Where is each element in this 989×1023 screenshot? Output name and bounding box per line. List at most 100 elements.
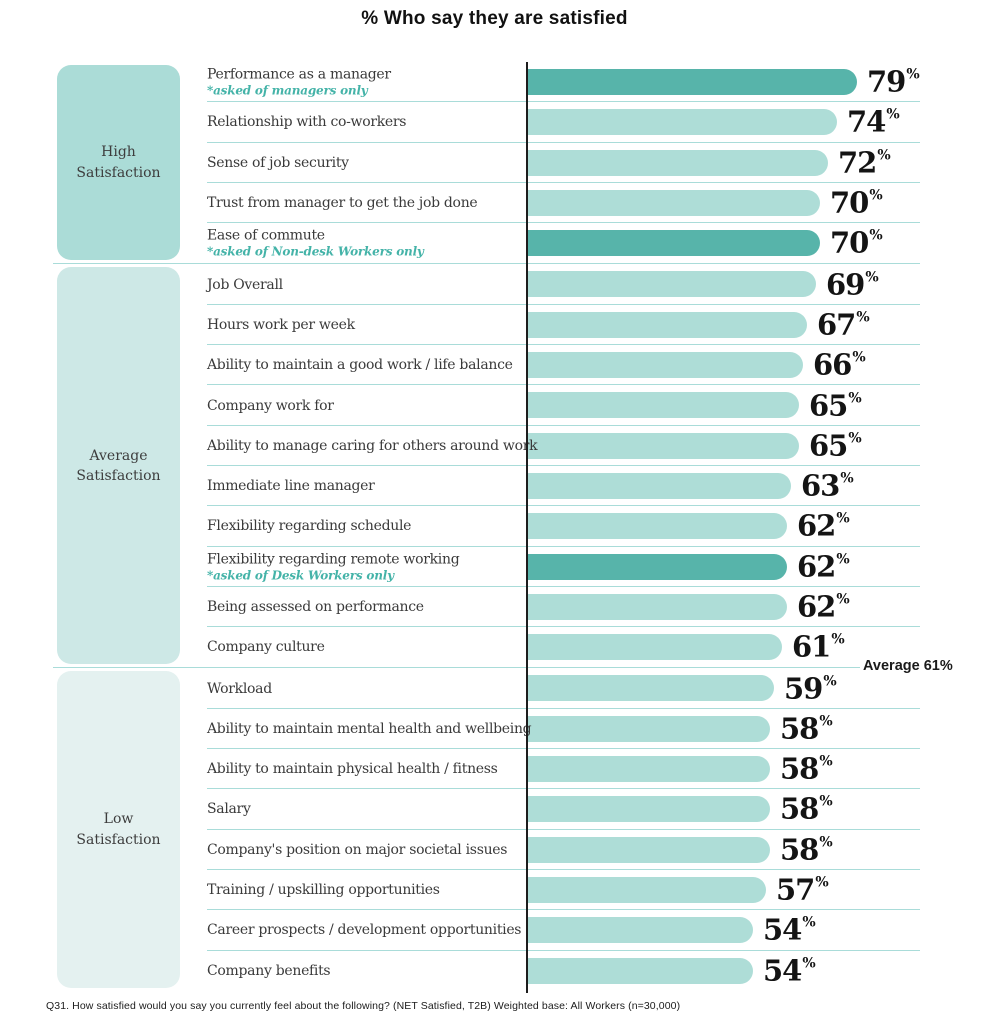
row-label: Ability to maintain mental health and we… <box>207 720 532 737</box>
bar-value: 59% <box>784 674 837 703</box>
bar-value: 74% <box>847 104 900 139</box>
value-bar <box>528 796 770 823</box>
bar-value: 58% <box>780 835 833 864</box>
value-bar <box>528 836 770 863</box>
value-bar <box>528 957 753 984</box>
percent-sign: % <box>815 874 829 891</box>
chart-row: Ability to maintain mental health and we… <box>53 709 920 750</box>
bar-value: 70% <box>830 227 883 258</box>
bar-value: 54% <box>763 915 816 945</box>
bar-value: 63% <box>801 470 854 501</box>
value-bar <box>528 513 787 540</box>
value-bar <box>528 634 782 661</box>
percent-sign: % <box>869 187 883 204</box>
percent-sign: % <box>836 551 850 568</box>
chart-body: High Satisfaction Performance as a manage… <box>53 62 953 993</box>
bar-value: 58% <box>780 751 833 786</box>
section-divider: Average 61% <box>53 658 953 674</box>
row-label-wrap: Ability to maintain mental health and we… <box>207 720 532 737</box>
bar-value-number: 69 <box>826 267 865 302</box>
row-note: *asked of managers only <box>207 83 368 98</box>
row-label: Job Overall <box>207 276 283 293</box>
percent-sign: % <box>802 955 816 972</box>
row-label-wrap: Workload <box>207 681 525 697</box>
bar-value-number: 65 <box>809 388 848 423</box>
percent-sign: % <box>836 510 850 527</box>
row-label: Ability to maintain a good work / life b… <box>207 357 513 374</box>
row-label: Ability to manage caring for others arou… <box>207 437 538 454</box>
percent-sign: % <box>848 430 862 447</box>
row-label-wrap: Salary <box>207 801 525 817</box>
section-high: High Satisfaction Performance as a manage… <box>53 62 920 263</box>
percent-sign: % <box>819 753 833 770</box>
chart-row: Workload 59% <box>53 668 920 710</box>
bar-value-number: 58 <box>780 751 819 786</box>
chart-row: Ability to manage caring for others arou… <box>53 426 920 467</box>
bar-value: 58% <box>780 714 833 743</box>
bar-value-number: 65 <box>809 428 848 463</box>
value-bar <box>528 189 820 216</box>
value-bar <box>528 109 837 136</box>
bar-value: 61% <box>792 629 845 664</box>
row-label-wrap: Training / upskilling opportunities <box>207 882 525 898</box>
value-bar <box>528 69 857 95</box>
percent-sign: % <box>865 269 879 286</box>
bar-value: 72% <box>838 148 891 177</box>
percent-sign: % <box>886 106 900 123</box>
percent-sign: % <box>840 470 854 487</box>
chart-row: Sense of job security 72% <box>53 143 920 184</box>
bar-value-number: 59 <box>784 671 823 706</box>
chart-row: Company's position on major societal iss… <box>53 830 920 871</box>
value-bar <box>528 715 770 742</box>
bar-value-number: 74 <box>847 104 886 139</box>
percent-sign: % <box>836 591 850 608</box>
bar-value: 66% <box>813 350 866 380</box>
row-label: Career prospects / development opportuni… <box>207 922 522 939</box>
percent-sign: % <box>819 834 833 851</box>
bar-value: 67% <box>817 310 870 339</box>
bar-value: 79% <box>867 64 920 99</box>
row-label-wrap: Trust from manager to get the job done <box>207 195 525 211</box>
row-label-wrap: Flexibility regarding remote working *ask… <box>207 551 525 582</box>
row-label-wrap: Career prospects / development opportuni… <box>207 922 525 938</box>
row-label: Company culture <box>207 639 325 656</box>
row-label-wrap: Company culture <box>207 639 525 655</box>
chart-row: Training / upskilling opportunities 57% <box>53 870 920 911</box>
row-label: Immediate line manager <box>207 478 375 495</box>
value-bar <box>528 675 774 702</box>
baseline-axis <box>526 62 528 993</box>
value-bar <box>528 593 787 620</box>
bar-value-number: 79 <box>867 64 906 99</box>
row-label: Company's position on major societal iss… <box>207 841 508 858</box>
section-low: Low Satisfaction Workload 59% Ability to ma… <box>53 668 920 990</box>
bar-value-number: 58 <box>780 711 819 746</box>
bar-value-number: 62 <box>797 589 836 624</box>
chart-row: Relationship with co-workers 74% <box>53 102 920 143</box>
row-label: Relationship with co-workers <box>207 114 407 131</box>
chart-row: Ability to maintain a good work / life b… <box>53 345 920 386</box>
bar-value-number: 57 <box>776 872 815 907</box>
row-label: Workload <box>207 680 272 697</box>
value-bar <box>528 271 816 298</box>
row-label: Performance as a manager <box>207 66 391 83</box>
percent-sign: % <box>906 66 920 83</box>
bar-value-number: 58 <box>780 791 819 826</box>
row-note: *asked of Non-desk Workers only <box>207 244 424 259</box>
percent-sign: % <box>831 631 845 648</box>
row-label-wrap: Company's position on major societal iss… <box>207 842 525 858</box>
value-bar <box>528 311 807 338</box>
percent-sign: % <box>877 147 891 164</box>
average-annotation: Average 61% <box>863 658 953 675</box>
percent-sign: % <box>869 227 883 244</box>
percent-sign: % <box>848 390 862 407</box>
bar-value-number: 54 <box>763 953 802 988</box>
row-label-wrap: Relationship with co-workers <box>207 114 525 130</box>
bar-value: 58% <box>780 791 833 826</box>
group-label-average: Average Satisfaction <box>57 267 180 665</box>
row-note: *asked of Desk Workers only <box>207 568 394 583</box>
row-label: Salary <box>207 801 251 818</box>
value-bar <box>528 392 799 419</box>
bar-value-number: 61 <box>792 629 831 664</box>
chart-row: Flexibility regarding schedule 62% <box>53 506 920 547</box>
chart-row: Immediate line manager 63% <box>53 466 920 507</box>
